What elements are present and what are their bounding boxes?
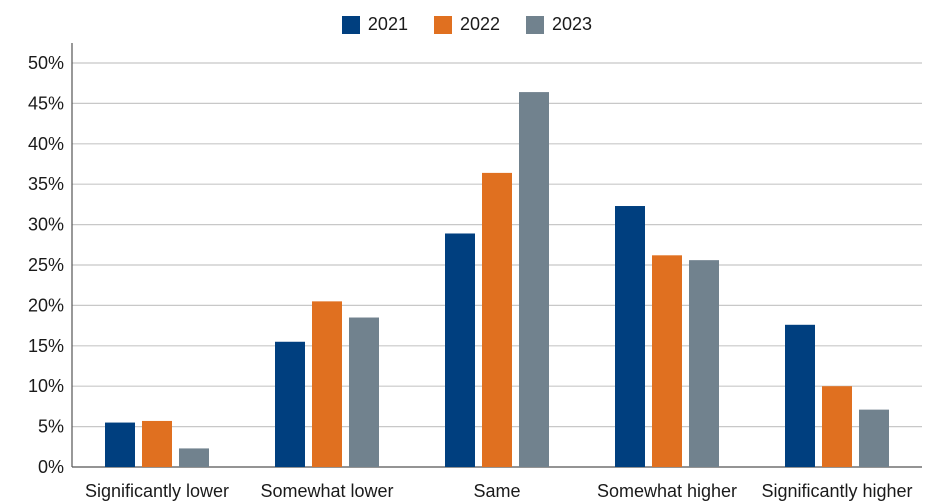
y-tick-label: 30%	[28, 215, 64, 235]
bar-2023	[519, 92, 549, 467]
bar-2021	[275, 341, 305, 467]
bar-2021	[105, 422, 135, 467]
bar-2022	[142, 420, 172, 467]
bar-2022	[652, 255, 682, 467]
x-tick-label: Somewhat lower	[260, 481, 393, 501]
bar-2021	[615, 206, 645, 468]
y-tick-label: 50%	[28, 53, 64, 73]
y-tick-label: 10%	[28, 376, 64, 396]
legend-swatch-2021	[341, 15, 360, 34]
y-tick-label: 45%	[28, 93, 64, 113]
legend-swatch-2022	[433, 15, 452, 34]
bar-2021	[445, 233, 475, 467]
y-tick-label: 15%	[28, 336, 64, 356]
x-tick-label: Somewhat higher	[597, 481, 737, 501]
bar-2023	[689, 260, 719, 467]
bar-2023	[859, 409, 889, 467]
y-tick-label: 40%	[28, 134, 64, 154]
y-tick-label: 5%	[38, 417, 64, 437]
legend-label-2022: 2022	[459, 14, 501, 34]
y-tick-label: 35%	[28, 174, 64, 194]
bar-2023	[349, 317, 379, 467]
bar-2022	[822, 386, 852, 467]
x-tick-label: Same	[473, 481, 520, 501]
x-tick-label: Significantly higher	[761, 481, 912, 501]
legend-item-2021: 2021	[341, 14, 408, 35]
bar-2022	[482, 172, 512, 467]
bar-2021	[785, 324, 815, 467]
legend-item-2022: 2022	[433, 14, 501, 35]
y-tick-label: 0%	[38, 457, 64, 477]
chart-legend: 2021 2022 2023	[0, 14, 934, 35]
bar-2022	[312, 301, 342, 467]
legend-swatch-2023	[526, 15, 545, 34]
legend-label-2021: 2021	[367, 14, 408, 34]
x-tick-label: Significantly lower	[85, 481, 229, 501]
y-tick-label: 25%	[28, 255, 64, 275]
y-tick-label: 20%	[28, 295, 64, 315]
legend-item-2023: 2023	[526, 14, 592, 35]
legend-label-2023: 2023	[552, 14, 593, 34]
bar-2023	[179, 448, 209, 467]
